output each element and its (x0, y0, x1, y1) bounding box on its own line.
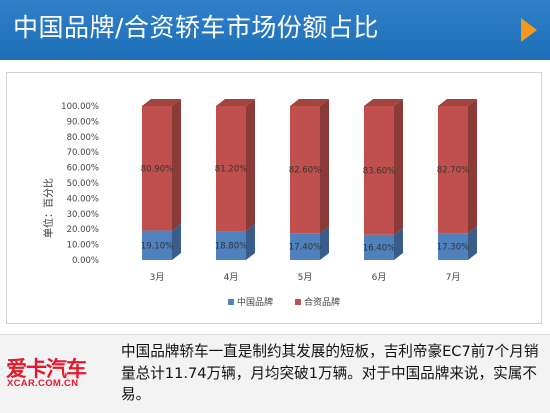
y-tick-label: 40.00% (67, 194, 99, 204)
logo-wordmark: 爱卡汽车 (6, 357, 87, 381)
y-tick-label: 100.00% (61, 102, 99, 112)
data-label: 82.60% (289, 166, 321, 176)
bar-face (216, 231, 246, 260)
header-banner: 中国品牌/合资轿车市场份额占比 (0, 0, 550, 60)
data-label: 80.90% (141, 164, 173, 174)
bar-face (290, 106, 320, 234)
bar-side (246, 224, 255, 260)
bar-face (142, 230, 172, 260)
x-tick-label: 5月 (298, 272, 313, 283)
data-label: 82.70% (437, 166, 469, 176)
arrow-right-icon (521, 18, 537, 42)
data-label: 16.40% (363, 243, 395, 253)
legend-swatch (228, 299, 234, 305)
y-axis-ticks: 0.00% 10.00% 20.00% 30.00% 40.00% 50.00% 60.00… (61, 102, 99, 266)
chart-frame: 0.00% 10.00% 20.00% 30.00% 40.00% 50.00% 60.00… (6, 72, 542, 324)
y-axis-label: 单位：百分比 (42, 178, 55, 238)
data-label: 83.60% (363, 166, 395, 176)
bar-segment-jv: 80.90% (141, 99, 181, 231)
bar-segment-china: 17.30% (437, 226, 477, 260)
y-tick-label: 70.00% (67, 148, 99, 158)
bars: 19.10% 80.90% 18.80% 81.20% 17.40% 82.60% 16.4… (141, 99, 477, 260)
bar-top (216, 99, 255, 106)
x-tick-label: 6月 (372, 272, 387, 283)
bar-face (216, 106, 246, 232)
y-tick-label: 90.00% (67, 117, 99, 127)
bar-side (246, 99, 255, 232)
stacked-bar-chart: 0.00% 10.00% 20.00% 30.00% 40.00% 50.00% 60.00… (42, 99, 477, 308)
bar-segment-jv: 83.60% (363, 99, 403, 235)
y-tick-label: 50.00% (67, 179, 99, 189)
legend-swatch (295, 299, 301, 305)
legend-label: 中国品牌 (237, 296, 273, 308)
x-axis-ticks: 3月 4月 5月 6月 7月 (150, 272, 461, 283)
bar-top (364, 99, 403, 106)
bar-side (394, 99, 403, 235)
y-tick-label: 20.00% (67, 225, 99, 235)
xcar-logo: 爱卡汽车 XCAR.COM.CN (6, 353, 102, 393)
legend: 中国品牌 合资品牌 (228, 296, 340, 308)
bar-side (320, 226, 329, 260)
data-label: 18.80% (215, 242, 247, 252)
y-tick-label: 60.00% (67, 164, 99, 174)
bar-face (438, 233, 468, 260)
bar-face (438, 106, 468, 234)
data-label: 81.20% (215, 165, 247, 175)
x-tick-label: 3月 (150, 272, 165, 283)
bar-face (364, 234, 394, 260)
bar-segment-jv: 82.70% (437, 99, 477, 234)
bar-face (142, 106, 172, 231)
page-title: 中国品牌/合资轿车市场份额占比 (13, 13, 379, 42)
y-tick-label: 80.00% (67, 133, 99, 143)
bar-top (438, 99, 477, 106)
caption-text: 中国品牌轿车一直是制约其发展的短板，吉利帝豪EC7前7个月销量总计11.74万辆… (121, 343, 539, 403)
data-label: 19.10% (141, 241, 173, 251)
bar-face (364, 106, 394, 235)
bar-segment-china: 16.40% (363, 227, 403, 260)
bar-top (142, 99, 181, 106)
bar-segment-china: 19.10% (141, 223, 181, 260)
data-label: 17.40% (289, 243, 321, 253)
x-tick-label: 7月 (446, 272, 461, 283)
caption-panel: 爱卡汽车 XCAR.COM.CN 中国品牌轿车一直是制约其发展的短板，吉利帝豪E… (0, 334, 550, 413)
bar-side (172, 223, 181, 260)
y-tick-label: 10.00% (67, 241, 99, 251)
x-tick-label: 4月 (224, 272, 239, 283)
bar-side (172, 99, 181, 231)
bar-top (290, 99, 329, 106)
bar-side (468, 226, 477, 260)
y-tick-label: 0.00% (72, 256, 99, 266)
bar-side (320, 99, 329, 234)
y-tick-label: 30.00% (67, 210, 99, 220)
logo-domain: XCAR.COM.CN (7, 378, 79, 389)
bar-segment-china: 17.40% (289, 226, 329, 260)
bar-segment-jv: 81.20% (215, 99, 255, 232)
bar-segment-china: 18.80% (215, 224, 255, 260)
bar-face (290, 233, 320, 260)
data-label: 17.30% (437, 243, 469, 253)
bar-segment-jv: 82.60% (289, 99, 329, 234)
legend-label: 合资品牌 (304, 296, 340, 308)
bar-side (394, 227, 403, 260)
bar-side (468, 99, 477, 234)
